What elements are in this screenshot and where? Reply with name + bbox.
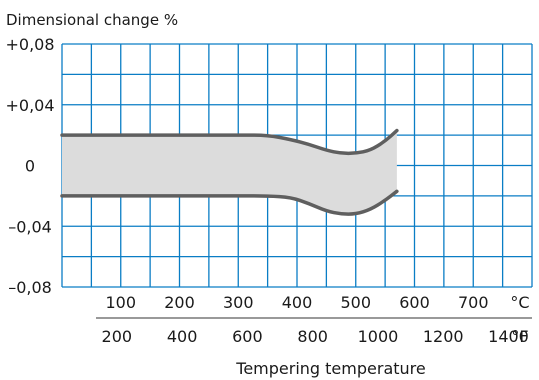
y-tick-label: +0,04 xyxy=(5,96,54,115)
x-tick-label: 500 xyxy=(340,293,371,312)
x2-tick-label: 400 xyxy=(167,327,198,346)
x-tick-label: 200 xyxy=(164,293,195,312)
chart-title: Dimensional change % xyxy=(6,11,178,29)
y-tick-label: –0,08 xyxy=(8,278,52,297)
x2-tick-label: 1200 xyxy=(423,327,464,346)
y-tick-label: –0,04 xyxy=(8,217,52,236)
x2-tick-label: 600 xyxy=(232,327,263,346)
x-tick-labels-fahrenheit: 200 400 600 800 1000 1200 1400 xyxy=(96,317,532,346)
x-tick-labels-celsius: 100 200 300 400 500 600 700 xyxy=(105,293,488,312)
x-tick-label: 100 xyxy=(105,293,136,312)
grid xyxy=(61,43,533,288)
y-tick-label: +0,08 xyxy=(5,35,54,54)
x2-unit-label: °F xyxy=(511,327,528,346)
x-axis-label: Tempering temperature xyxy=(235,359,425,378)
x2-tick-label: 1400 xyxy=(488,327,529,346)
curves xyxy=(60,128,399,216)
x-tick-label: 300 xyxy=(223,293,254,312)
y-tick-labels: +0,08 +0,04 0 –0,04 –0,08 xyxy=(5,35,54,297)
x2-tick-label: 1000 xyxy=(358,327,399,346)
x-tick-label: 600 xyxy=(399,293,430,312)
x-unit-label: °C xyxy=(510,293,529,312)
tolerance-band xyxy=(62,130,397,215)
x2-tick-label: 200 xyxy=(102,327,133,346)
curve-line-lower xyxy=(60,189,399,216)
x2-tick-label: 800 xyxy=(297,327,328,346)
x-tick-label: 400 xyxy=(282,293,313,312)
x-tick-label: 700 xyxy=(458,293,489,312)
curve-line-upper xyxy=(60,128,399,156)
y-tick-label: 0 xyxy=(25,157,35,176)
